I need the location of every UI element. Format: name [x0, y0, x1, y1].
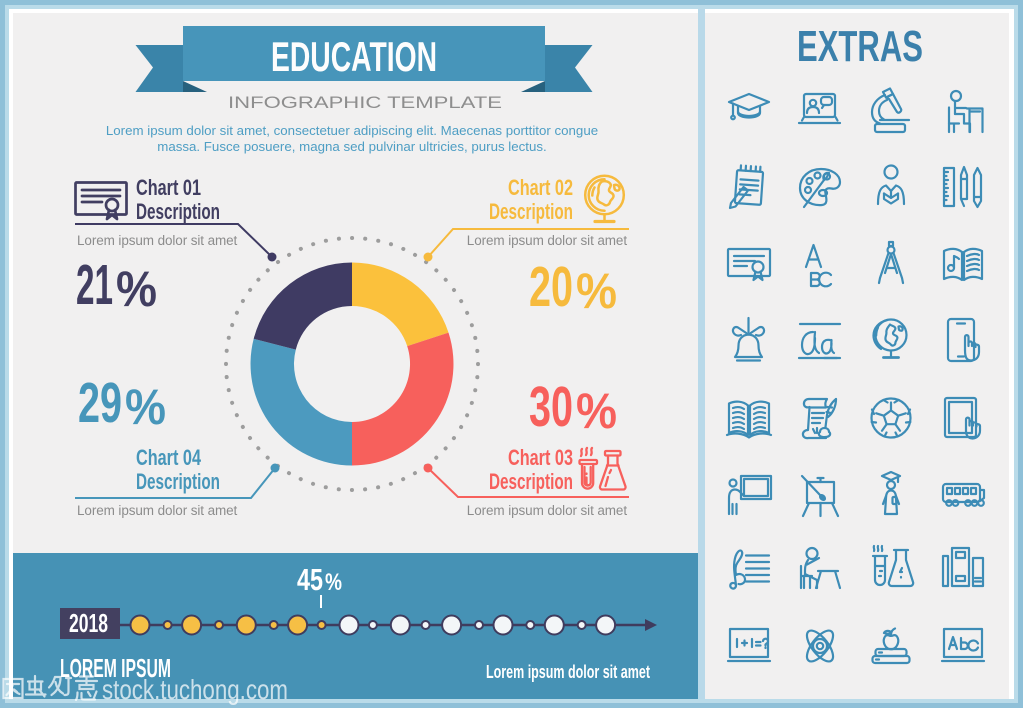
svg-text:LOREM IPSUM: LOREM IPSUM — [60, 654, 171, 682]
svg-text:%: % — [325, 569, 342, 594]
svg-text:Chart 04: Chart 04 — [136, 447, 202, 470]
svg-text:Description: Description — [489, 469, 573, 494]
svg-text:%: % — [576, 263, 617, 312]
svg-text:Chart 03: Chart 03 — [508, 447, 573, 470]
svg-text:30: 30 — [529, 382, 573, 432]
svg-text:45: 45 — [297, 564, 323, 594]
svg-text:INFOGRAPHIC TEMPLATE: INFOGRAPHIC TEMPLATE — [228, 94, 502, 112]
svg-text:Description: Description — [136, 199, 220, 224]
svg-text:%: % — [116, 261, 157, 310]
svg-text:Description: Description — [489, 199, 573, 224]
svg-text:%: % — [125, 379, 166, 428]
svg-text:20: 20 — [529, 262, 573, 312]
svg-text:EXTRAS: EXTRAS — [797, 24, 923, 68]
svg-text:Description: Description — [136, 469, 220, 494]
svg-text:29: 29 — [78, 378, 122, 428]
svg-text:Chart 02: Chart 02 — [508, 177, 573, 200]
svg-text:2018: 2018 — [69, 609, 108, 637]
svg-text:%: % — [576, 383, 617, 432]
svg-text:Chart 01: Chart 01 — [136, 177, 201, 200]
svg-text:EDUCATION: EDUCATION — [271, 36, 437, 78]
svg-text:21: 21 — [76, 260, 113, 310]
svg-text:stock.tuchong.com: stock.tuchong.com — [102, 674, 288, 705]
svg-text:Lorem ipsum dolor sit amet: Lorem ipsum dolor sit amet — [486, 662, 650, 682]
